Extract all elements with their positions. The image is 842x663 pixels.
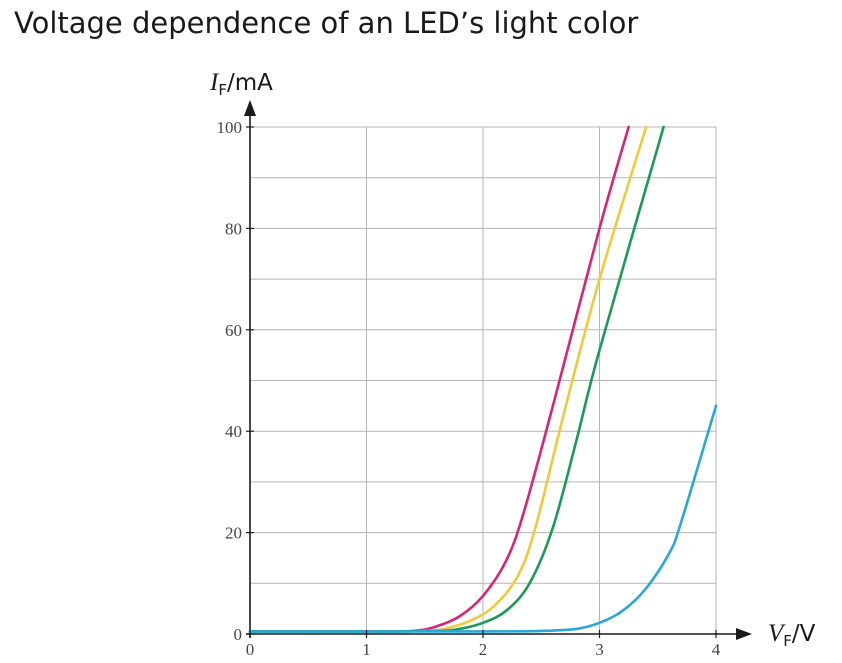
y-tick-label: 60	[225, 321, 242, 340]
axis-labels: IF/mA VF/V	[209, 69, 816, 650]
tick-labels: 0 20 40 60 80 100 0 1 2 3 4	[217, 118, 721, 659]
x-tick-label: 1	[362, 640, 371, 659]
x-tick-label: 4	[712, 640, 721, 659]
y-axis-label: IF/mA	[209, 69, 273, 99]
x-axis-arrow	[736, 628, 752, 640]
y-tick-label: 80	[225, 219, 242, 238]
grid	[250, 126, 717, 634]
series-line-4	[248, 404, 718, 633]
y-tick-label: 100	[217, 118, 243, 137]
y-tick-label: 40	[225, 422, 242, 441]
x-tick-label: 0	[246, 640, 255, 659]
series-line-3	[248, 125, 665, 633]
axes	[244, 100, 752, 640]
x-tick-label: 3	[595, 640, 604, 659]
y-axis-arrow	[244, 100, 256, 116]
y-tick-label: 20	[225, 524, 242, 543]
chart-title: Voltage dependence of an LED’s light col…	[14, 6, 639, 40]
series-line-2	[248, 125, 648, 633]
x-axis-label: VF/V	[768, 620, 816, 650]
x-tick-label: 2	[479, 640, 488, 659]
series-group	[248, 125, 718, 633]
y-tick-label: 0	[234, 625, 243, 644]
